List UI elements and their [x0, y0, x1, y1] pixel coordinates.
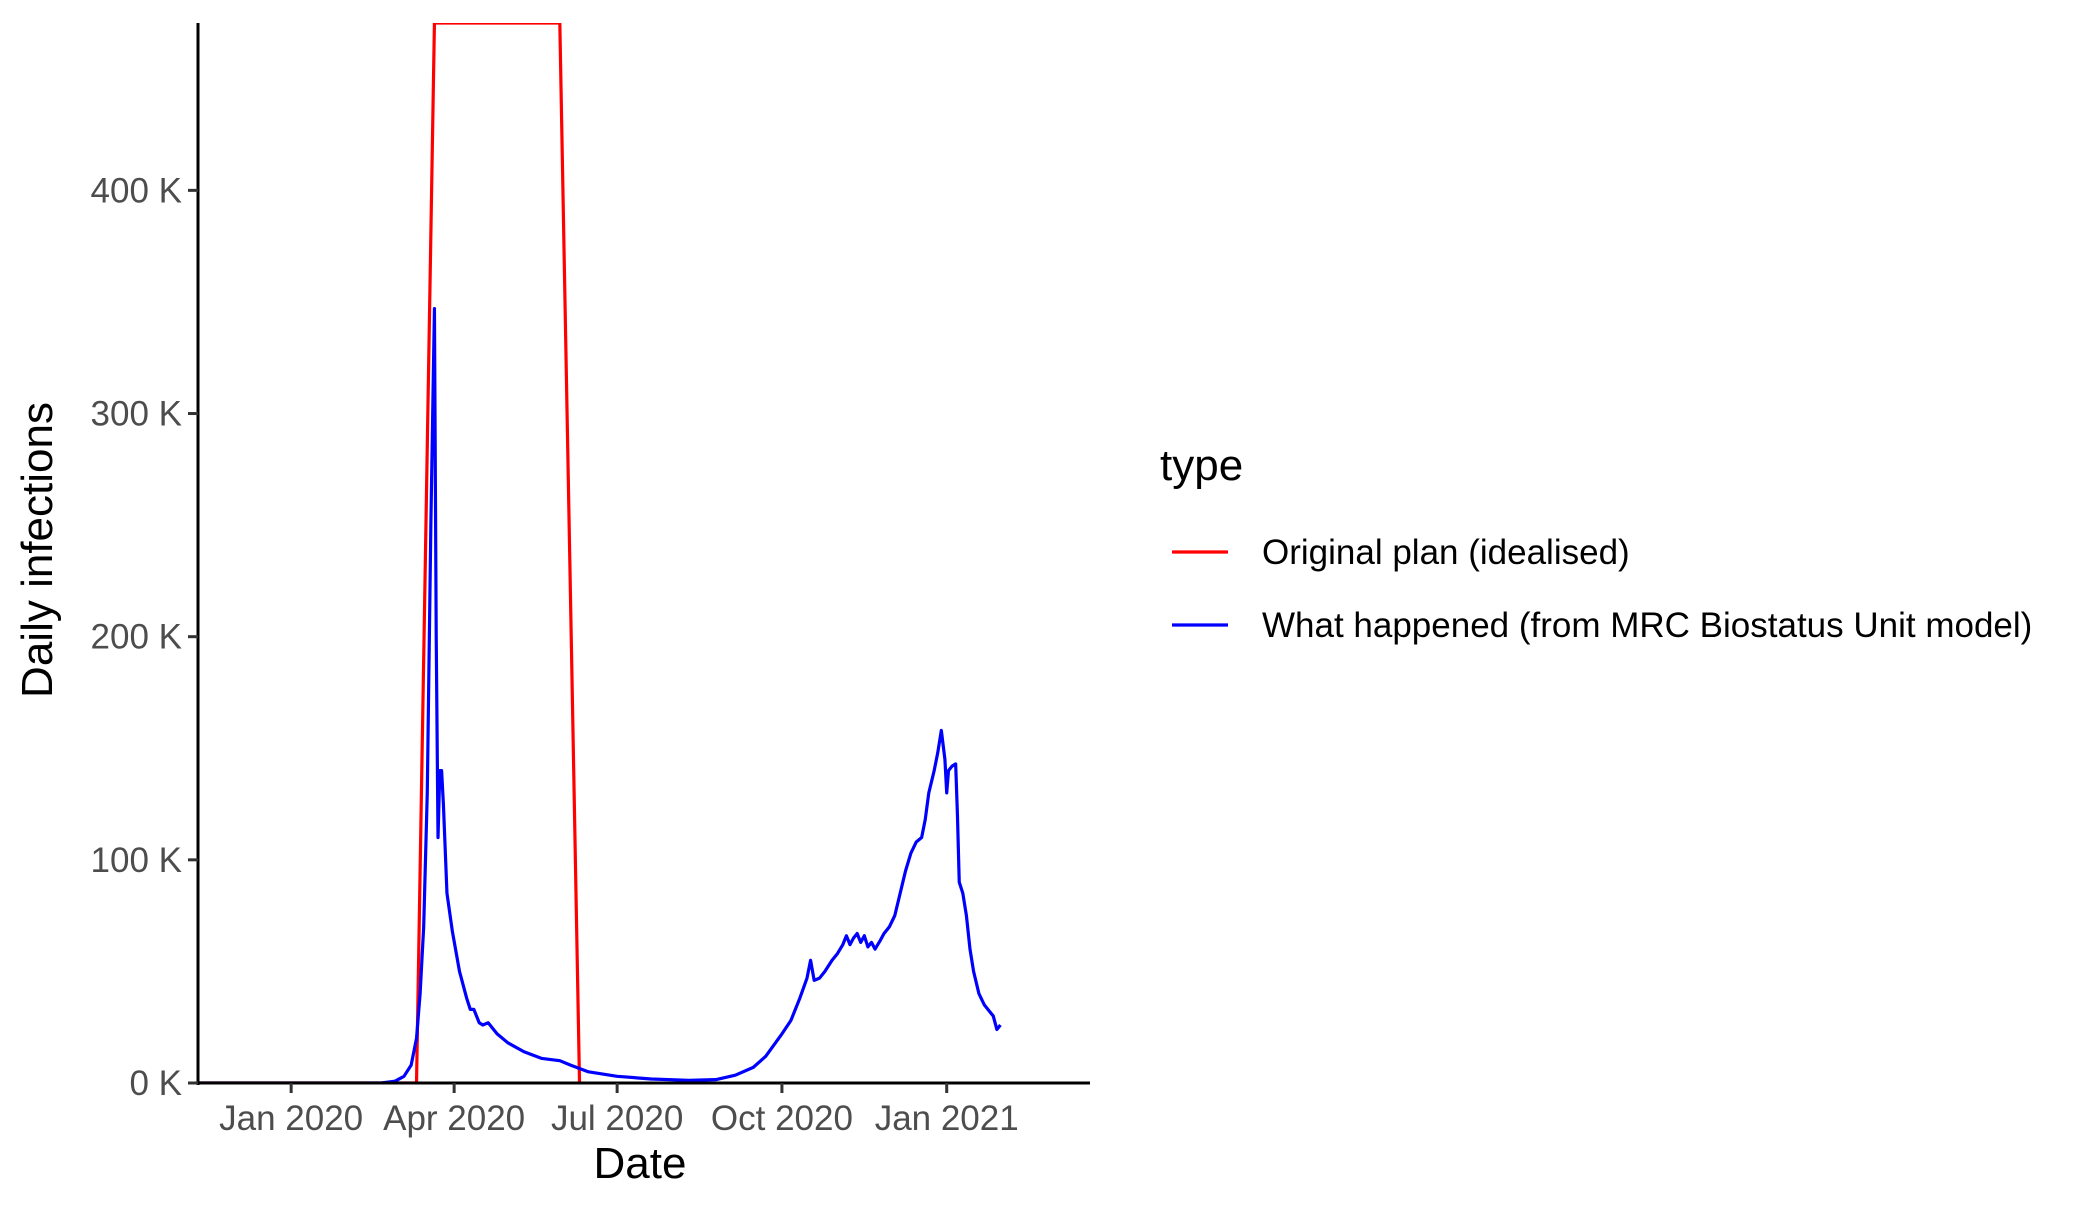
- y-tick-label: 300 K: [91, 395, 182, 434]
- y-tick-label: 100 K: [91, 841, 182, 880]
- x-tick-label: Oct 2020: [711, 1099, 853, 1138]
- legend-title: type: [1160, 441, 1243, 490]
- axes-layer: 0 K 100 K 200 K 300 K 400 K Jan 2020 Apr 2020 J…: [91, 23, 1090, 1138]
- y-tick-label: 0 K: [129, 1064, 182, 1103]
- legend: type Original plan (idealised) What happe…: [1160, 441, 2032, 645]
- x-tick-label: Jan 2021: [875, 1099, 1019, 1138]
- series-line-1: [198, 23, 582, 1083]
- legend-label-1: Original plan (idealised): [1262, 533, 1630, 572]
- series-line-2: [198, 307, 1002, 1083]
- y-axis-title: Daily infections: [13, 402, 62, 698]
- y-tick-label: 200 K: [91, 618, 182, 657]
- y-tick-label: 400 K: [91, 171, 182, 210]
- legend-label-2: What happened (from MRC Biostatus Unit m…: [1262, 606, 2032, 645]
- x-tick-label: Jul 2020: [551, 1099, 683, 1138]
- series-layer: [198, 23, 1002, 1083]
- x-tick-label: Apr 2020: [383, 1099, 525, 1138]
- legend-entries: Original plan (idealised) What happened (…: [1172, 533, 2032, 645]
- x-tick-label: Jan 2020: [219, 1099, 363, 1138]
- x-axis-title: Date: [594, 1139, 687, 1188]
